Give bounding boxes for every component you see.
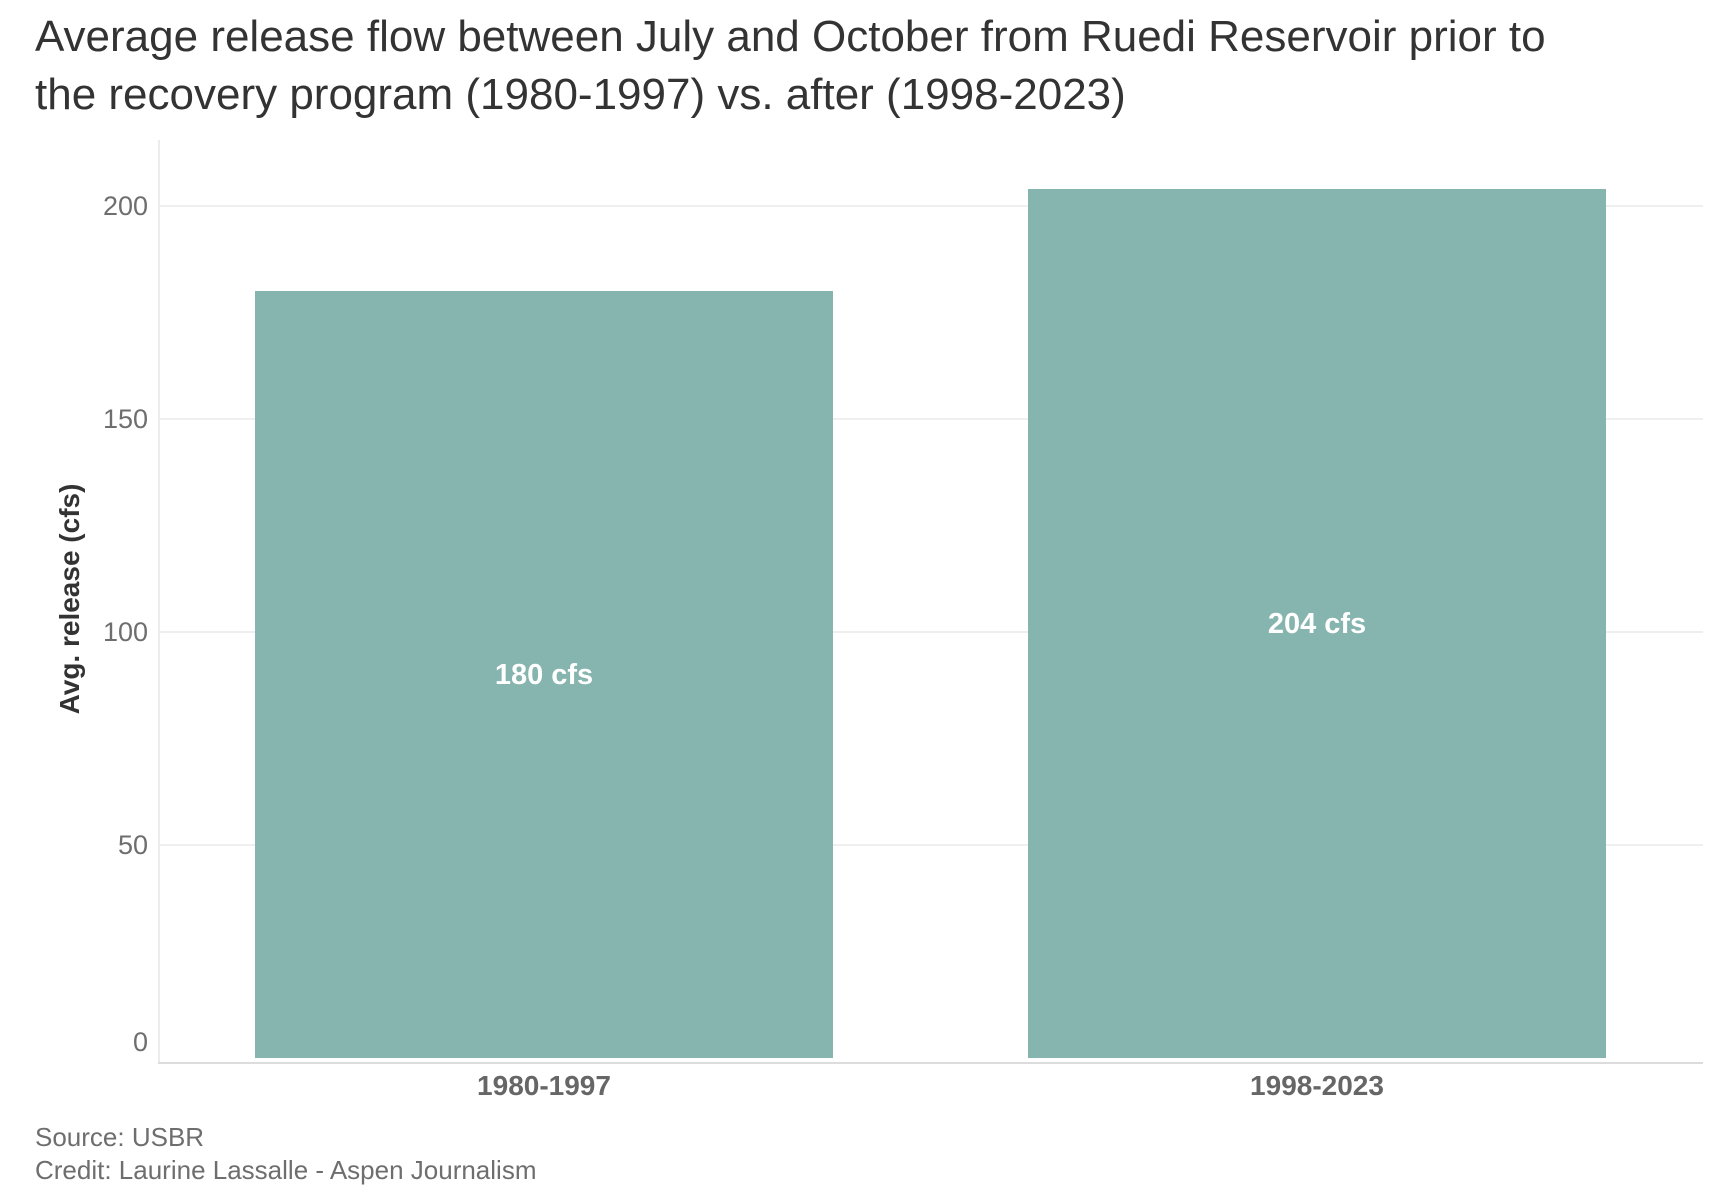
y-tick-label: 50 bbox=[117, 830, 148, 860]
gridline bbox=[158, 844, 1703, 846]
bar bbox=[255, 291, 833, 1058]
chart-footer: Source: USBR Credit: Laurine Lassalle - … bbox=[35, 1121, 536, 1186]
gridline bbox=[158, 205, 1703, 208]
bar-value-label: 180 cfs bbox=[494, 658, 594, 691]
credit-note: Credit: Laurine Lassalle - Aspen Journal… bbox=[35, 1155, 537, 1185]
y-tick-label: 150 bbox=[102, 404, 148, 435]
chart-title: Average release flow between July and Oc… bbox=[35, 12, 1546, 120]
y-tick-label: 100 bbox=[102, 617, 148, 647]
x-category-label: 1980-1997 bbox=[477, 1070, 611, 1101]
y-axis-title: Avg. release (cfs) bbox=[54, 483, 85, 715]
gridline bbox=[158, 418, 1703, 421]
y-tick-label: 200 bbox=[102, 191, 148, 222]
bar-value-label: 204 cfs bbox=[1267, 607, 1367, 640]
gridline bbox=[158, 631, 1703, 633]
source-note: Source: USBR bbox=[35, 1122, 205, 1152]
x-axis-line bbox=[158, 1062, 1703, 1064]
bar bbox=[1028, 189, 1606, 1058]
x-category-label: 1998-2023 bbox=[1250, 1070, 1384, 1101]
y-tick-label: 0 bbox=[132, 1027, 148, 1057]
y-axis-line bbox=[158, 140, 160, 1062]
